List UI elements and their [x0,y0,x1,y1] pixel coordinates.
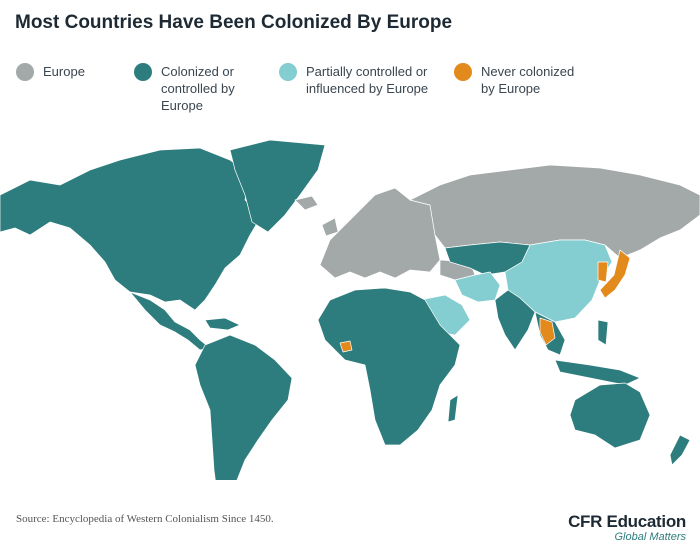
region [569,382,651,449]
legend-label: Partially controlled or influenced by Eu… [306,64,429,96]
region [447,394,459,423]
region [294,195,319,211]
logo-tagline: Global Matters [614,531,686,543]
region [669,434,691,466]
legend-label: Colonized or controlled by Europe [161,64,235,113]
legend-dot [16,63,34,81]
region [597,261,609,283]
source: Source: Encyclopedia of Western Colonial… [16,513,274,525]
legend-label: Europe [43,64,85,79]
legend-item: Europe [16,63,116,81]
region [554,359,641,386]
logo: CFR Education Global Matters [568,512,686,543]
legend-item: Colonized or controlled by Europe [134,63,254,114]
legend-item: Never colonized by Europe [454,63,584,97]
title: Most Countries Have Been Colonized By Eu… [15,12,453,33]
region [339,340,353,353]
region [0,147,263,311]
region [319,187,441,279]
legend-dot [134,63,152,81]
region [597,319,609,346]
region [539,317,556,346]
world-map [0,139,700,480]
logo-name: CFR Education [568,512,686,531]
region [194,334,293,480]
legend-dot [454,63,472,81]
region [229,139,326,233]
region [599,249,631,299]
region [321,217,339,237]
legend-label: Never colonized by Europe [481,64,575,96]
legend-item: Partially controlled or influenced by Eu… [279,63,429,97]
region [454,271,501,303]
region [204,317,241,331]
region [494,289,536,351]
region [317,287,461,446]
legend-dot [279,63,297,81]
